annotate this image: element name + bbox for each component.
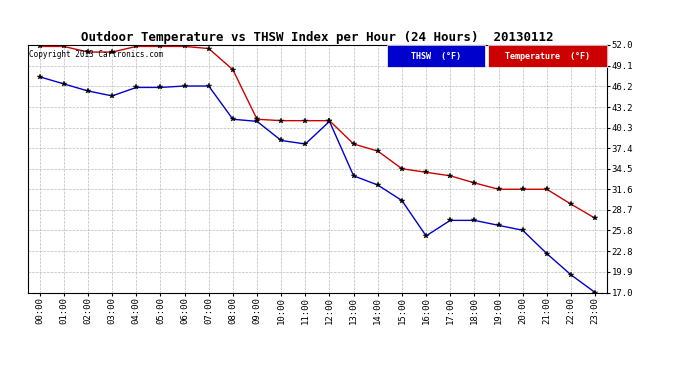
FancyBboxPatch shape [387,45,486,67]
Text: THSW  (°F): THSW (°F) [411,52,461,61]
Text: Temperature  (°F): Temperature (°F) [505,52,590,61]
FancyBboxPatch shape [489,45,607,67]
Title: Outdoor Temperature vs THSW Index per Hour (24 Hours)  20130112: Outdoor Temperature vs THSW Index per Ho… [81,31,553,44]
Text: Copyright 2013 Cartronics.com: Copyright 2013 Cartronics.com [29,50,163,59]
